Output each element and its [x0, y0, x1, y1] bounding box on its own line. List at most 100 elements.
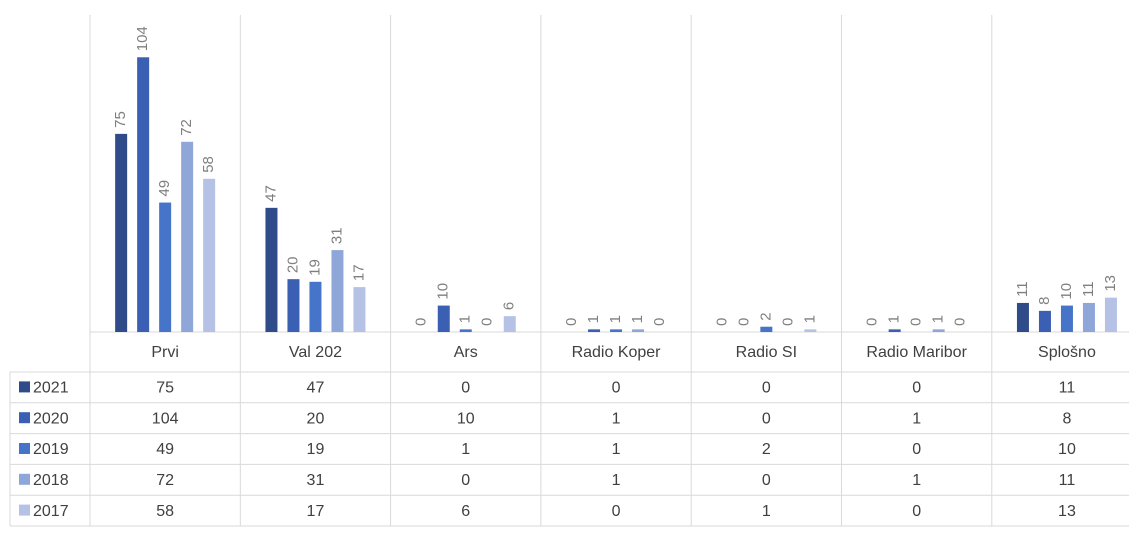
data-label: 11 — [1080, 281, 1097, 297]
legend-label: 2018 — [33, 472, 69, 489]
data-label: 17 — [350, 264, 367, 281]
bar — [632, 329, 645, 332]
bar — [1016, 302, 1029, 332]
legend-label: 2020 — [33, 410, 69, 427]
table-cell: 10 — [1058, 441, 1076, 458]
legend-label: 2021 — [33, 380, 69, 397]
table-cell: 1 — [912, 472, 921, 489]
table-cell: 1 — [612, 441, 621, 458]
category-label: Prvi — [151, 344, 179, 361]
table-cell: 49 — [156, 441, 174, 458]
legend-swatch — [19, 412, 30, 424]
data-label: 1 — [457, 315, 474, 323]
data-label: 0 — [651, 318, 668, 326]
data-label: 0 — [713, 318, 730, 326]
bar — [888, 329, 901, 332]
data-label: 2 — [757, 312, 774, 320]
data-label: 0 — [479, 318, 496, 326]
data-label: 10 — [435, 283, 452, 300]
bar — [437, 305, 450, 332]
data-label: 13 — [1102, 275, 1119, 292]
category-label: Splošno — [1038, 344, 1096, 361]
data-label: 1 — [801, 315, 818, 323]
bar — [1082, 302, 1095, 332]
category-label: Ars — [454, 344, 478, 361]
table-cell: 13 — [1058, 503, 1076, 520]
legend-label: 2017 — [33, 503, 69, 520]
data-label: 1 — [607, 315, 624, 323]
data-label: 1 — [585, 315, 602, 323]
table-cell: 47 — [307, 380, 325, 397]
bar — [137, 57, 150, 333]
category-label: Radio Maribor — [866, 344, 967, 361]
bar — [459, 329, 472, 332]
table-cell: 2 — [762, 441, 771, 458]
category-label: Radio SI — [736, 344, 797, 361]
data-label: 0 — [908, 318, 925, 326]
table-cell: 1 — [612, 472, 621, 489]
table-cell: 8 — [1062, 410, 1071, 427]
category-label: Radio Koper — [572, 344, 662, 361]
table-cell: 72 — [156, 472, 174, 489]
bar — [610, 329, 623, 332]
data-label: 72 — [178, 119, 195, 136]
data-label: 1 — [629, 315, 646, 323]
data-label: 6 — [501, 302, 518, 310]
table-cell: 0 — [912, 503, 921, 520]
bar — [331, 250, 344, 332]
legend-swatch — [19, 381, 30, 393]
legend-swatch — [19, 473, 30, 485]
table-cell: 75 — [156, 380, 174, 397]
data-label: 1 — [930, 315, 947, 323]
table-cell: 17 — [307, 503, 325, 520]
table-cell: 11 — [1059, 380, 1076, 397]
bar — [503, 316, 516, 332]
table-cell: 19 — [307, 441, 325, 458]
table-cell: 0 — [762, 472, 771, 489]
table-cell: 31 — [307, 472, 325, 489]
data-label: 58 — [200, 156, 217, 173]
legend-swatch — [19, 504, 30, 516]
bar — [203, 178, 216, 332]
table-cell: 1 — [461, 441, 470, 458]
table-cell: 0 — [762, 410, 771, 427]
bar — [760, 326, 773, 332]
bar — [181, 141, 194, 332]
table-cell: 0 — [461, 380, 470, 397]
bar — [1038, 310, 1051, 332]
bar — [1060, 305, 1073, 332]
data-label: 75 — [112, 111, 129, 128]
data-label: 1 — [886, 315, 903, 323]
bar — [265, 207, 278, 332]
data-label: 104 — [134, 26, 151, 51]
data-label: 0 — [864, 318, 881, 326]
table-cell: 0 — [612, 503, 621, 520]
data-label: 49 — [156, 180, 173, 197]
legend-label: 2019 — [33, 441, 69, 458]
table-cell: 58 — [156, 503, 174, 520]
table-cell: 11 — [1059, 472, 1076, 489]
table-cell: 10 — [457, 410, 475, 427]
bar — [115, 133, 128, 332]
data-label: 8 — [1036, 297, 1053, 305]
table-cell: 0 — [762, 380, 771, 397]
bar — [804, 329, 817, 332]
data-label: 31 — [328, 227, 345, 244]
table-cell: 0 — [461, 472, 470, 489]
table-cell: 0 — [912, 380, 921, 397]
bar — [932, 329, 945, 332]
table-cell: 104 — [152, 410, 179, 427]
table-cell: 20 — [307, 410, 325, 427]
bar — [1104, 297, 1117, 332]
data-label: 10 — [1058, 283, 1075, 300]
table-cell: 1 — [912, 410, 921, 427]
bar — [353, 287, 366, 332]
table-cell: 0 — [912, 441, 921, 458]
data-label: 47 — [262, 185, 279, 202]
data-label: 0 — [779, 318, 796, 326]
table-cell: 6 — [461, 503, 470, 520]
data-label: 0 — [952, 318, 969, 326]
bar — [588, 329, 601, 332]
data-label: 11 — [1014, 281, 1031, 297]
